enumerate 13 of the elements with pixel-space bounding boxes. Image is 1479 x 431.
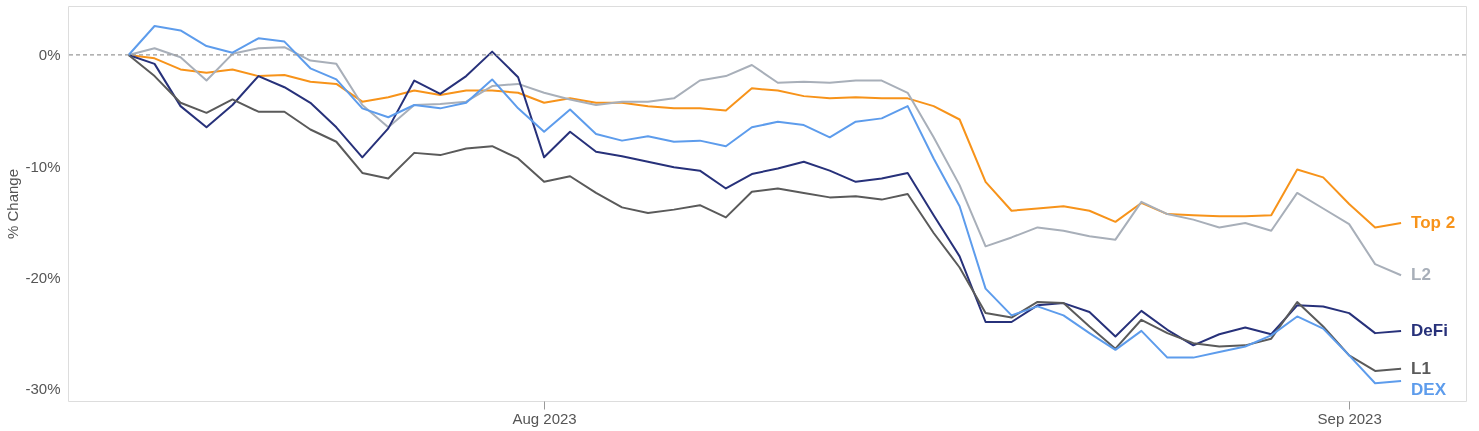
line-series [127, 46, 1403, 277]
series-label: L1 [1411, 358, 1431, 378]
series-label: L2 [1411, 265, 1431, 285]
x-tick-label: Sep 2023 [1317, 409, 1382, 427]
series-label: DeFi [1411, 320, 1448, 340]
y-tick-label: 0% [38, 46, 61, 64]
y-tick-label: -30% [25, 380, 61, 398]
x-tick-label: Aug 2023 [512, 409, 577, 427]
y-tick-label: -10% [25, 157, 61, 175]
y-axis-title: % Change [4, 168, 22, 240]
y-tick-label: -20% [25, 268, 61, 286]
series-label: DEX [1411, 379, 1447, 399]
series-label: Top 2 [1411, 212, 1456, 232]
